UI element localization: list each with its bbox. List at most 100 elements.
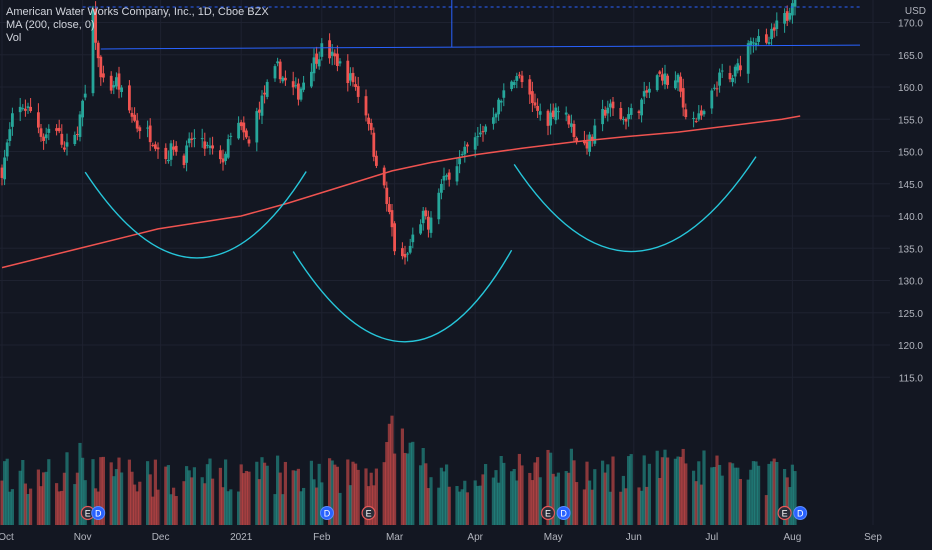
volume-bar xyxy=(736,467,740,525)
volume-bar xyxy=(590,489,594,525)
candle-body xyxy=(42,136,45,141)
volume-bar xyxy=(263,462,267,525)
ma-indicator-label[interactable]: MA (200, close, 0) xyxy=(6,19,95,31)
price-axis-tick-label: 135.0 xyxy=(898,244,923,255)
candle-body xyxy=(546,110,550,126)
date-axis-tick-label: Nov xyxy=(74,532,92,543)
earnings-marker-icon[interactable]: E xyxy=(540,505,556,521)
volume-bar xyxy=(775,461,779,525)
candle-body xyxy=(549,112,552,126)
candle-body xyxy=(364,96,368,116)
volume-bar xyxy=(83,480,87,525)
price-axis-tick-label: 115.0 xyxy=(899,373,924,384)
candle-body xyxy=(666,75,669,85)
volume-bar xyxy=(426,488,430,525)
dividend-marker-icon[interactable]: D xyxy=(91,506,106,520)
volume-bar xyxy=(647,463,651,525)
volume-bar xyxy=(476,485,480,525)
candle-body xyxy=(219,150,222,160)
candle-body xyxy=(510,81,513,89)
volume-bar xyxy=(133,484,137,525)
dividend-marker-icon[interactable]: D xyxy=(793,506,808,520)
volume-bar xyxy=(554,476,558,525)
volume-bar xyxy=(627,456,631,525)
candle-body xyxy=(715,88,719,90)
volume-bar xyxy=(603,472,607,525)
volume-bar xyxy=(569,448,573,525)
volume-bar xyxy=(663,449,667,525)
candle-body xyxy=(273,66,277,79)
volume-bar xyxy=(585,461,589,525)
candle-body xyxy=(528,79,532,95)
volume-bar xyxy=(517,453,521,525)
volume-bar xyxy=(783,468,787,525)
volume-bar xyxy=(497,482,501,525)
dividend-marker-icon[interactable]: D xyxy=(556,506,571,520)
candle-body xyxy=(115,77,118,87)
price-axis-tick-label: 170.0 xyxy=(898,19,923,30)
volume-bar xyxy=(320,482,324,525)
candle-body xyxy=(57,127,61,132)
volume-bar xyxy=(200,477,204,525)
volume-bar xyxy=(21,459,25,525)
price-axis-tick-label: 155.0 xyxy=(898,115,923,126)
volume-bar xyxy=(81,457,85,525)
earnings-marker-circle xyxy=(361,505,376,521)
candle-body xyxy=(284,77,287,81)
candle-body xyxy=(702,111,706,115)
dividend-marker-icon[interactable]: D xyxy=(320,506,334,520)
candle-body xyxy=(37,112,40,128)
candle-body xyxy=(76,133,79,135)
candle-body xyxy=(531,91,534,103)
date-axis-tick-label: Feb xyxy=(313,532,331,543)
volume-bar xyxy=(211,478,215,525)
candle-body xyxy=(169,143,173,160)
candle-body xyxy=(278,61,282,80)
event-marker-letter: D xyxy=(560,509,567,519)
volume-bar xyxy=(346,459,350,525)
candle-body xyxy=(419,224,422,234)
volume-bar xyxy=(0,480,4,525)
volume-bar xyxy=(619,491,623,525)
candle-body xyxy=(765,34,768,43)
candle-body xyxy=(63,147,66,150)
symbol-title[interactable]: American Water Works Company, Inc., 1D, … xyxy=(6,6,269,18)
volume-bar xyxy=(710,467,714,525)
candle-body xyxy=(109,75,113,91)
candle-body xyxy=(135,120,139,129)
candle-body xyxy=(447,172,451,180)
volume-bar xyxy=(551,473,555,525)
volume-bar xyxy=(793,471,797,525)
date-axis-tick-label: Apr xyxy=(467,532,483,543)
date-axis-tick-label: May xyxy=(544,532,563,543)
candle-body xyxy=(146,127,149,129)
candle-body xyxy=(151,144,155,146)
volume-bar xyxy=(330,460,334,525)
volume-bar xyxy=(502,462,506,525)
candle-body xyxy=(731,78,734,83)
candle-body xyxy=(312,57,316,74)
candle-body xyxy=(694,121,698,123)
candle-body xyxy=(785,11,789,21)
candle-body xyxy=(128,85,131,111)
candle-body xyxy=(583,140,586,144)
candle-body xyxy=(369,122,373,131)
earnings-marker-icon[interactable]: E xyxy=(361,505,376,521)
candle-body xyxy=(728,73,732,80)
volume-indicator-label[interactable]: Vol xyxy=(6,32,22,44)
candle-body xyxy=(190,138,194,140)
volume-bar xyxy=(174,496,178,525)
volume-bar xyxy=(642,455,646,525)
volume-bar xyxy=(244,470,248,525)
event-marker-letter: E xyxy=(545,509,551,519)
candle-body xyxy=(463,146,467,155)
volume-bar xyxy=(400,428,404,525)
resistance-line xyxy=(100,44,861,50)
earnings-marker-icon[interactable]: E xyxy=(777,505,792,521)
candle-body xyxy=(427,216,430,230)
volume-bar xyxy=(442,471,446,525)
candle-body xyxy=(182,155,186,165)
candle-body xyxy=(174,145,178,152)
candle-body xyxy=(661,74,664,81)
